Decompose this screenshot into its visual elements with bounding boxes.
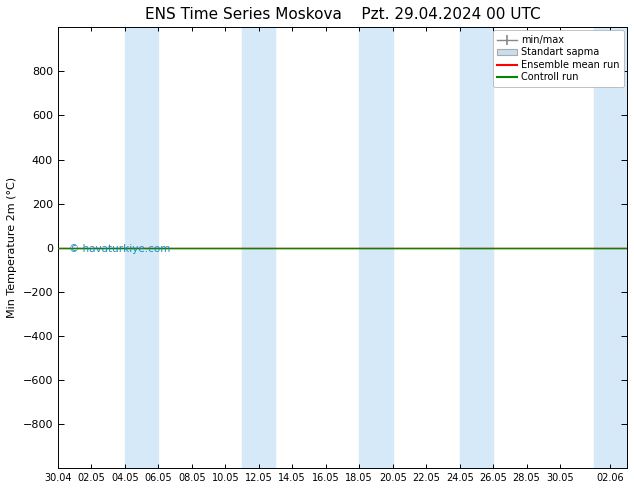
Bar — [242, 27, 276, 468]
Legend: min/max, Standart sapma, Ensemble mean run, Controll run: min/max, Standart sapma, Ensemble mean r… — [493, 30, 624, 87]
Title: ENS Time Series Moskova    Pzt. 29.04.2024 00 UTC: ENS Time Series Moskova Pzt. 29.04.2024 … — [145, 7, 540, 22]
Y-axis label: Min Temperature 2m (°C): Min Temperature 2m (°C) — [7, 177, 17, 318]
Bar — [125, 27, 158, 468]
Bar — [359, 27, 392, 468]
Bar — [593, 27, 627, 468]
Text: © havaturkiye.com: © havaturkiye.com — [69, 244, 171, 254]
Bar — [460, 27, 493, 468]
